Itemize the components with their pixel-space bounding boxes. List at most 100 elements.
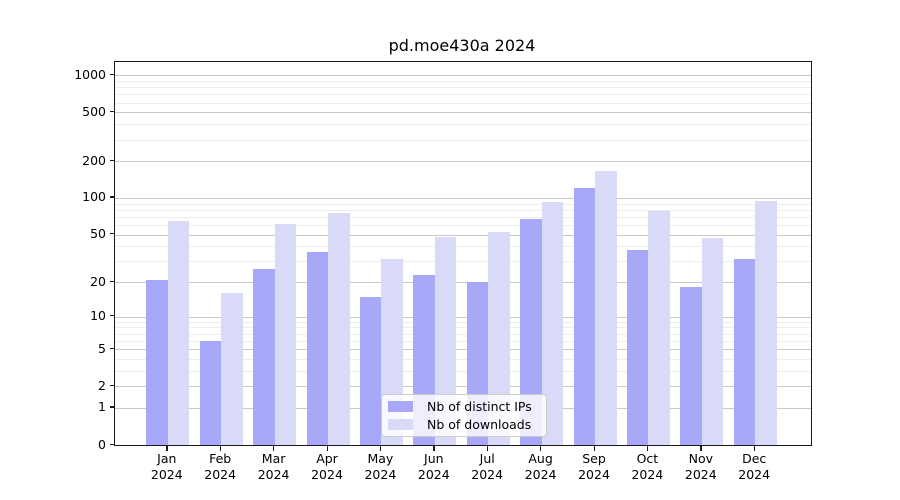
y-tick-mark bbox=[109, 347, 114, 349]
x-tick-mark bbox=[540, 445, 542, 451]
bar-downloads-jun bbox=[434, 236, 457, 445]
y-tick-label: 500 bbox=[82, 103, 106, 119]
plot-area: Nb of distinct IPs Nb of downloads bbox=[114, 61, 812, 446]
x-tick-year: 2024 bbox=[471, 467, 504, 482]
x-tick-label: Aug 2024 bbox=[509, 451, 573, 483]
bar-distinct-ips-oct bbox=[626, 250, 649, 445]
bar-downloads-apr bbox=[328, 213, 350, 445]
bar-downloads-sep bbox=[595, 171, 617, 445]
bar-distinct-ips-aug bbox=[520, 219, 542, 445]
x-tick-mark bbox=[379, 445, 382, 451]
x-tick-mark bbox=[326, 445, 328, 451]
gridline-minor bbox=[115, 321, 811, 323]
gridline-major bbox=[115, 282, 811, 284]
x-tick-year: 2024 bbox=[738, 467, 771, 482]
x-tick-label: Jan 2024 bbox=[135, 451, 199, 483]
gridline-minor bbox=[115, 327, 811, 329]
bar-downloads-dec bbox=[755, 201, 777, 445]
y-tick-mark bbox=[109, 384, 114, 386]
y-tick-label: 5 bbox=[98, 340, 106, 356]
y-tick-mark bbox=[109, 159, 114, 161]
bar-distinct-ips-feb bbox=[199, 340, 222, 445]
x-tick-month: Jun bbox=[424, 451, 444, 466]
bars-layer bbox=[115, 62, 811, 445]
bar-downloads-jul bbox=[488, 232, 510, 445]
x-tick-month: Jul bbox=[479, 451, 495, 466]
legend-swatch-downloads bbox=[388, 419, 413, 430]
x-tick-month: Nov bbox=[688, 451, 713, 466]
gridline-minor bbox=[115, 340, 811, 342]
gridline-minor bbox=[115, 370, 811, 372]
gridline-major bbox=[115, 161, 811, 163]
y-tick-label: 20 bbox=[90, 273, 106, 289]
bar-distinct-ips-dec bbox=[733, 259, 756, 445]
x-tick-mark bbox=[700, 445, 702, 451]
bar-distinct-ips-nov bbox=[680, 287, 702, 445]
gridline-major bbox=[115, 386, 811, 388]
x-tick-month: Sep bbox=[582, 451, 606, 466]
x-tick-label: Apr 2024 bbox=[295, 451, 359, 483]
y-tick-mark bbox=[109, 196, 114, 198]
bar-downloads-jan bbox=[167, 220, 190, 445]
y-tick-mark bbox=[109, 233, 114, 235]
x-tick-year: 2024 bbox=[417, 467, 450, 482]
y-tick-label: 1 bbox=[98, 399, 106, 415]
gridline-minor bbox=[115, 80, 811, 82]
gridline-minor bbox=[115, 246, 811, 248]
x-tick-year: 2024 bbox=[684, 467, 717, 482]
y-tick-label: 10 bbox=[90, 308, 106, 324]
gridline-major bbox=[115, 112, 811, 114]
y-tick-label: 1000 bbox=[74, 66, 106, 82]
x-tick-label: Mar 2024 bbox=[242, 451, 306, 483]
x-tick-year: 2024 bbox=[150, 467, 183, 482]
gridline-minor bbox=[115, 209, 811, 211]
x-tick-mark bbox=[273, 445, 275, 451]
x-tick-year: 2024 bbox=[578, 467, 610, 482]
bar-downloads-mar bbox=[274, 224, 297, 445]
x-tick-label: Feb 2024 bbox=[188, 451, 252, 483]
y-tick-label: 50 bbox=[90, 226, 106, 242]
y-tick-mark bbox=[109, 443, 114, 445]
legend-swatch-distinct-ips bbox=[388, 401, 413, 412]
gridline-major bbox=[115, 316, 811, 318]
x-tick-month: Apr bbox=[316, 451, 338, 466]
legend-label-downloads: Nb of downloads bbox=[427, 417, 532, 433]
bar-downloads-nov bbox=[701, 237, 724, 445]
gridline-minor bbox=[115, 87, 811, 89]
x-tick-month: May bbox=[367, 451, 394, 466]
gridline-minor bbox=[115, 224, 811, 226]
x-tick-mark bbox=[593, 445, 595, 451]
x-tick-year: 2024 bbox=[364, 467, 397, 482]
x-tick-label: Jun 2024 bbox=[402, 451, 466, 483]
gridline-major bbox=[115, 75, 811, 77]
x-tick-month: Feb bbox=[209, 451, 232, 466]
gridline-minor bbox=[115, 203, 811, 205]
gridline-minor bbox=[115, 358, 811, 360]
y-tick-mark bbox=[109, 406, 114, 408]
legend-row-downloads: Nb of downloads bbox=[382, 416, 546, 434]
gridline-minor bbox=[115, 102, 811, 104]
x-tick-mark bbox=[646, 445, 649, 451]
x-tick-year: 2024 bbox=[631, 467, 664, 482]
gridline-minor bbox=[115, 139, 811, 141]
gridline-minor bbox=[115, 124, 811, 126]
y-tick-label: 2 bbox=[98, 377, 106, 393]
y-tick-label: 0 bbox=[98, 436, 106, 452]
x-tick-year: 2024 bbox=[524, 467, 557, 482]
x-tick-label: May 2024 bbox=[348, 451, 412, 483]
bar-distinct-ips-apr bbox=[306, 251, 328, 445]
x-tick-mark bbox=[219, 445, 221, 451]
x-tick-month: Oct bbox=[636, 451, 659, 466]
x-tick-month: Jan bbox=[157, 451, 177, 466]
bar-downloads-aug bbox=[541, 201, 564, 445]
legend: Nb of distinct IPs Nb of downloads bbox=[381, 394, 547, 437]
gridline-major bbox=[115, 349, 811, 351]
x-tick-mark bbox=[166, 445, 168, 451]
x-tick-label: Sep 2024 bbox=[562, 451, 626, 483]
x-tick-month: Aug bbox=[528, 451, 553, 466]
y-tick-mark bbox=[109, 280, 114, 282]
gridline-minor bbox=[115, 94, 811, 96]
y-tick-label: 100 bbox=[82, 189, 106, 205]
bar-distinct-ips-mar bbox=[253, 268, 275, 445]
bar-distinct-ips-may bbox=[359, 296, 382, 445]
